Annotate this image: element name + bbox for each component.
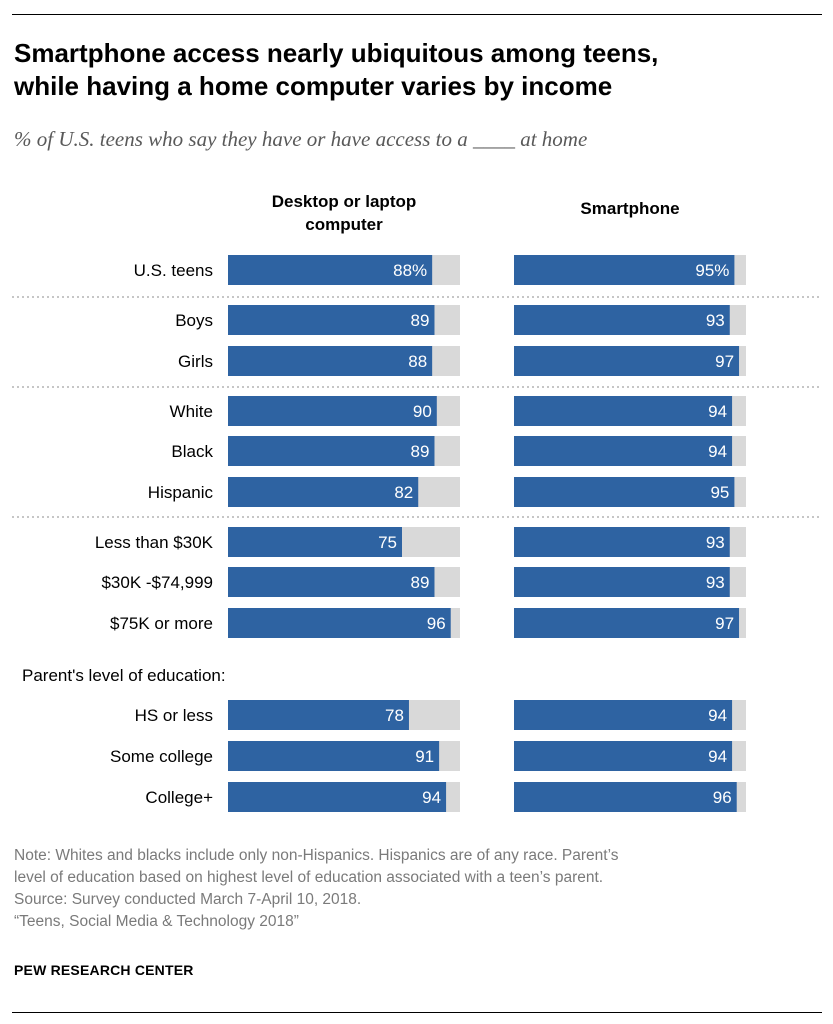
smartphone-bar-less-than-30k — [514, 527, 730, 557]
row-label-75k-or-more: $75K or more — [110, 614, 213, 633]
row-label-some-college: Some college — [110, 747, 213, 766]
smartphone-value-u-s-teens: 95% — [695, 261, 729, 280]
desktop-value-some-college: 91 — [415, 747, 434, 766]
smartphone-value-white: 94 — [708, 402, 727, 421]
smartphone-bar-hs-or-less — [514, 700, 733, 730]
smartphone-value-30k-74-999: 93 — [706, 573, 725, 592]
row-label-hs-or-less: HS or less — [135, 706, 213, 725]
smartphone-value-75k-or-more: 97 — [715, 614, 734, 633]
chart-subtitle: % of U.S. teens who say they have or hav… — [14, 127, 588, 151]
desktop-value-less-than-30k: 75 — [378, 533, 397, 552]
smartphone-value-black: 94 — [708, 442, 727, 461]
section-label-education: Parent's level of education: — [22, 666, 226, 685]
desktop-value-30k-74-999: 89 — [411, 573, 430, 592]
smartphone-value-some-college: 94 — [708, 747, 727, 766]
desktop-bar-less-than-30k — [228, 527, 402, 557]
row-label-u-s-teens: U.S. teens — [134, 261, 213, 280]
smartphone-bar-30k-74-999 — [514, 567, 730, 597]
desktop-bar-hispanic — [228, 477, 419, 507]
desktop-value-75k-or-more: 96 — [427, 614, 446, 633]
row-label-less-than-30k: Less than $30K — [95, 533, 214, 552]
smartphone-bar-black — [514, 436, 733, 466]
chart-title: Smartphone access nearly ubiquitous amon… — [14, 37, 814, 103]
smartphone-bar-hispanic — [514, 477, 735, 507]
row-label-college: College+ — [145, 788, 213, 807]
desktop-value-hispanic: 82 — [394, 483, 413, 502]
smartphone-value-less-than-30k: 93 — [706, 533, 725, 552]
smartphone-value-hs-or-less: 94 — [708, 706, 727, 725]
desktop-value-girls: 88 — [408, 352, 427, 371]
smartphone-bar-white — [514, 396, 733, 426]
notes: Note: Whites and blacks include only non… — [14, 845, 814, 933]
bottom-rule — [12, 1012, 822, 1013]
note-line-1: Note: Whites and blacks include only non… — [14, 847, 619, 864]
title-line-1: Smartphone access nearly ubiquitous amon… — [14, 38, 659, 68]
desktop-bar-college — [228, 782, 447, 812]
desktop-bar-some-college — [228, 741, 440, 771]
row-label-30k-74-999: $30K -$74,999 — [101, 573, 213, 592]
desktop-value-u-s-teens: 88% — [393, 261, 427, 280]
desktop-value-boys: 89 — [411, 311, 430, 330]
smartphone-value-college: 96 — [713, 788, 732, 807]
row-label-girls: Girls — [178, 352, 213, 371]
row-label-black: Black — [171, 442, 213, 461]
column-header-desktop-line-2: computer — [305, 215, 383, 234]
brand-label: PEW RESEARCH CENTER — [14, 962, 194, 978]
desktop-bar-girls — [228, 346, 433, 376]
smartphone-value-hispanic: 95 — [710, 483, 729, 502]
row-label-boys: Boys — [175, 311, 213, 330]
desktop-value-college: 94 — [422, 788, 441, 807]
smartphone-value-boys: 93 — [706, 311, 725, 330]
smartphone-bar-some-college — [514, 741, 733, 771]
desktop-bar-boys — [228, 305, 435, 335]
column-header-smartphone: Smartphone — [580, 199, 680, 218]
desktop-value-white: 90 — [413, 402, 432, 421]
bar-chart: U.S. teens 88% 95% Boys 89 93 Girls 88 97 White 90… — [12, 255, 822, 812]
title-line-2: while having a home computer varies by i… — [14, 71, 613, 101]
smartphone-bar-75k-or-more — [514, 608, 740, 638]
desktop-value-black: 89 — [411, 442, 430, 461]
column-header-desktop: Desktop or laptop computer — [228, 190, 460, 236]
smartphone-value-girls: 97 — [715, 352, 734, 371]
desktop-bar-u-s-teens — [228, 255, 433, 285]
desktop-bar-30k-74-999 — [228, 567, 435, 597]
desktop-bar-white — [228, 396, 437, 426]
report-title: “Teens, Social Media & Technology 2018” — [14, 913, 299, 930]
desktop-bar-75k-or-more — [228, 608, 451, 638]
smartphone-bar-girls — [514, 346, 740, 376]
row-label-white: White — [170, 402, 213, 421]
smartphone-bar-boys — [514, 305, 730, 335]
top-rule — [12, 14, 822, 15]
desktop-value-hs-or-less: 78 — [385, 706, 404, 725]
source-line: Source: Survey conducted March 7-April 1… — [14, 891, 362, 908]
desktop-bar-black — [228, 436, 435, 466]
note-line-2: level of education based on highest leve… — [14, 869, 604, 886]
row-label-hispanic: Hispanic — [148, 483, 214, 502]
smartphone-bar-college — [514, 782, 737, 812]
column-header-desktop-line-1: Desktop or laptop — [271, 192, 417, 211]
desktop-bar-hs-or-less — [228, 700, 409, 730]
smartphone-bar-u-s-teens — [514, 255, 735, 285]
